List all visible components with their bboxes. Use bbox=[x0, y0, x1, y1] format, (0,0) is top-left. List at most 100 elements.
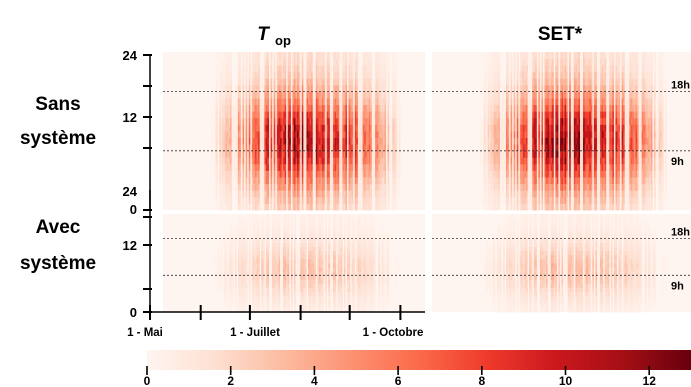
heatmap-cell bbox=[532, 104, 535, 112]
heatmap-cell bbox=[261, 144, 264, 152]
heatmap-cell bbox=[566, 58, 569, 66]
heatmap-cell bbox=[543, 52, 545, 59]
heatmap-cell bbox=[549, 203, 552, 211]
heatmap-cell bbox=[618, 190, 621, 198]
heatmap-cell bbox=[276, 117, 279, 125]
heatmap-cell bbox=[233, 150, 236, 158]
heatmap-cell bbox=[393, 84, 396, 92]
heatmap-cell bbox=[248, 84, 251, 92]
heatmap-cell bbox=[336, 84, 339, 92]
heatmap-cell bbox=[379, 131, 382, 138]
heatmap-cell bbox=[509, 177, 512, 185]
heatmap-cell bbox=[603, 131, 606, 138]
heatmap-cell bbox=[325, 124, 328, 132]
heatmap-cell bbox=[354, 117, 357, 125]
heatmap-cell bbox=[596, 137, 599, 145]
heatmap-cell bbox=[359, 170, 362, 178]
heatmap-cell bbox=[620, 78, 623, 86]
heatmap-cell bbox=[362, 157, 365, 165]
heatmap-cell bbox=[270, 131, 273, 138]
heatmap-cell bbox=[603, 144, 606, 152]
heatmap-cell bbox=[632, 52, 635, 59]
heatmap-cell bbox=[248, 52, 251, 59]
heatmap-cell bbox=[541, 170, 544, 178]
heatmap-cell bbox=[495, 111, 498, 119]
heatmap-cell bbox=[226, 183, 229, 191]
heatmap-cell bbox=[564, 137, 567, 145]
heatmap-cell bbox=[395, 144, 398, 152]
heatmap-cell bbox=[317, 124, 320, 132]
heatmap-cell bbox=[587, 111, 590, 119]
heatmap-cell bbox=[549, 58, 552, 66]
heatmap-cell bbox=[541, 71, 544, 79]
heatmap-cell bbox=[247, 196, 250, 204]
heatmap-cell bbox=[230, 91, 233, 99]
heatmap-cell bbox=[237, 177, 240, 185]
heatmap-cell bbox=[244, 196, 247, 204]
heatmap-cell bbox=[332, 163, 335, 171]
heatmap-cell bbox=[552, 157, 555, 165]
heatmap-cell bbox=[506, 117, 508, 125]
heatmap-cell bbox=[315, 183, 318, 191]
heatmap-cell bbox=[615, 150, 618, 158]
heatmap-cell bbox=[219, 137, 222, 145]
heatmap-cell bbox=[303, 131, 306, 138]
heatmap-cell bbox=[345, 157, 348, 165]
heatmap-cell bbox=[345, 117, 348, 125]
heatmap-cell bbox=[479, 144, 482, 152]
heatmap-cell bbox=[581, 117, 584, 125]
heatmap-cell bbox=[623, 137, 626, 145]
heatmap-cell bbox=[375, 190, 378, 198]
heatmap-cell bbox=[297, 183, 300, 191]
heatmap-cell bbox=[609, 71, 612, 79]
heatmap-cell bbox=[386, 177, 388, 185]
heatmap-cell bbox=[606, 71, 609, 79]
heatmap-cell bbox=[598, 65, 601, 73]
heatmap-cell bbox=[265, 117, 268, 125]
heatmap-cell bbox=[222, 177, 225, 185]
heatmap-cell bbox=[370, 196, 373, 204]
heatmap-cell bbox=[632, 170, 635, 178]
heatmap-cell bbox=[578, 78, 581, 86]
heatmap-cell bbox=[231, 104, 234, 112]
heatmap-cell bbox=[526, 71, 528, 79]
heatmap-cell bbox=[533, 137, 536, 145]
heatmap-cell bbox=[535, 84, 538, 92]
heatmap-cell bbox=[370, 104, 373, 112]
heatmap-cell bbox=[521, 124, 524, 132]
heatmap-cell bbox=[484, 71, 487, 79]
heatmap-cell bbox=[281, 137, 284, 145]
heatmap-cell bbox=[239, 170, 242, 178]
heatmap-cell bbox=[294, 183, 296, 191]
heatmap-cell bbox=[633, 111, 636, 119]
heatmap-cell bbox=[239, 177, 242, 185]
heatmap-cell bbox=[340, 203, 343, 211]
heatmap-cell bbox=[345, 98, 348, 106]
heatmap-cell bbox=[364, 84, 367, 92]
heatmap-cell bbox=[370, 144, 373, 152]
heatmap-cell bbox=[328, 104, 331, 112]
heatmap-cell bbox=[601, 124, 604, 132]
heatmap-cell bbox=[617, 104, 619, 112]
heatmap-cell bbox=[535, 131, 538, 138]
heatmap-cell bbox=[350, 98, 353, 106]
heatmap-cell bbox=[375, 117, 378, 125]
heatmap-cell bbox=[592, 150, 595, 158]
heatmap-cell bbox=[398, 144, 401, 152]
heatmap-cell bbox=[364, 131, 367, 138]
heatmap-cell bbox=[364, 98, 367, 106]
heatmap-cell bbox=[617, 111, 619, 119]
heatmap-cell bbox=[533, 144, 536, 152]
heatmap-cell bbox=[317, 65, 320, 73]
heatmap-cell bbox=[559, 91, 562, 99]
heatmap-cell bbox=[378, 117, 381, 125]
heatmap-cell bbox=[395, 163, 398, 171]
heatmap-cell bbox=[512, 124, 515, 132]
heatmap-cell bbox=[589, 170, 592, 178]
heatmap-cell bbox=[345, 52, 348, 59]
heatmap-cell bbox=[328, 137, 331, 145]
heatmap-cell bbox=[621, 150, 624, 158]
heatmap-cell bbox=[559, 203, 562, 211]
heatmap-cell bbox=[337, 150, 340, 158]
heatmap-cell bbox=[578, 163, 581, 171]
